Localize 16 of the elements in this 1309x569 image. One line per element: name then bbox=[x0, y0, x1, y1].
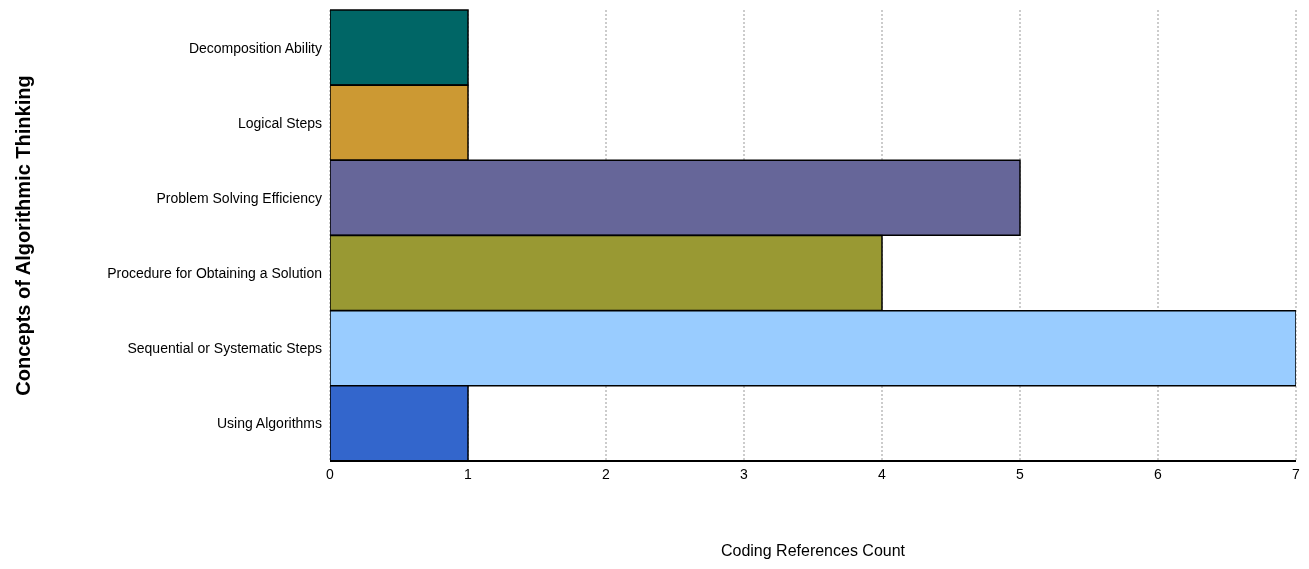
y-tick-label: Problem Solving Efficiency bbox=[156, 189, 322, 206]
y-tick-label: Procedure for Obtaining a Solution bbox=[107, 265, 322, 282]
x-axis-title: Coding References Count bbox=[720, 542, 906, 559]
x-tick-label: 3 bbox=[740, 465, 749, 482]
x-tick-label: 0 bbox=[326, 465, 335, 482]
y-tick-label: Using Algorithms bbox=[216, 415, 322, 432]
y-tick-label: Sequential or Systematic Steps bbox=[127, 340, 322, 357]
y-tick-label: Decomposition Ability bbox=[188, 39, 322, 56]
x-tick-label: 4 bbox=[878, 465, 887, 482]
x-tick-label: 5 bbox=[1016, 465, 1025, 482]
x-tick-label: 2 bbox=[602, 465, 611, 482]
y-tick-label: Logical Steps bbox=[237, 114, 322, 131]
x-tick-label: 6 bbox=[1154, 465, 1163, 482]
x-tick-label: 7 bbox=[1292, 465, 1301, 482]
x-tick-label: 1 bbox=[464, 465, 473, 482]
y-axis-title: Concepts of Algorithmic Thinking bbox=[12, 75, 34, 396]
